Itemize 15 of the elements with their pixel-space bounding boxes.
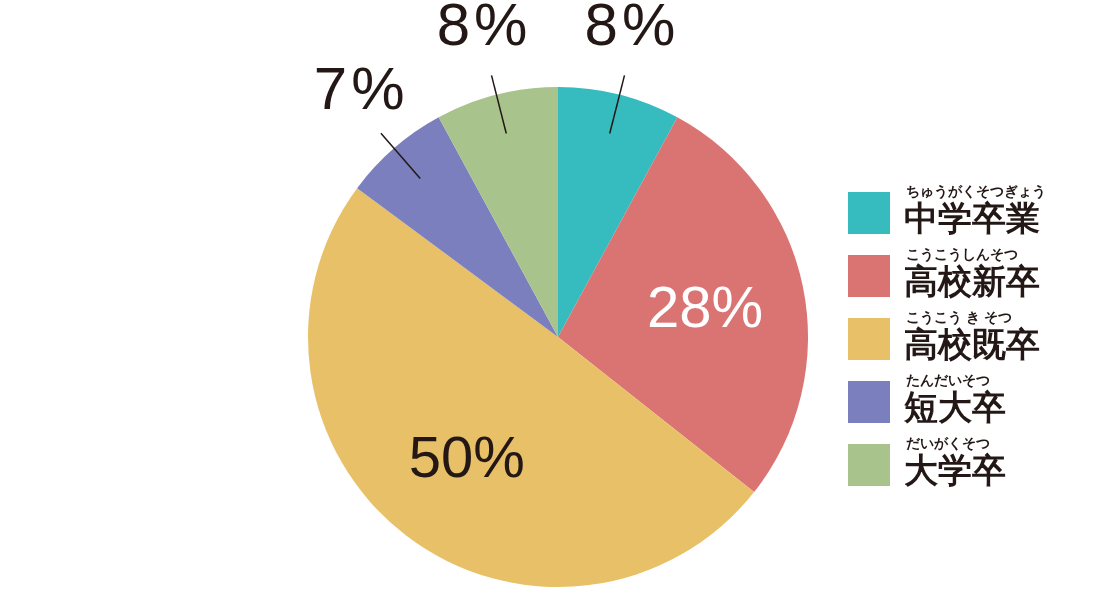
- legend-label: 大学卒: [904, 451, 1006, 489]
- legend-label: 高校新卒: [904, 262, 1040, 300]
- text: こうこうしんそつ: [906, 246, 1018, 262]
- text: たんだいそつ: [906, 372, 990, 388]
- data-label: 7%: [313, 55, 409, 123]
- legend-label: 高校既卒: [904, 325, 1040, 363]
- text: ちゅうがくそつぎょう: [906, 183, 1046, 199]
- text: こうこう き そつ: [906, 309, 1012, 325]
- legend-label: 短大卒: [903, 388, 1006, 426]
- data-label: 8%: [436, 0, 532, 58]
- data-label: 28%: [646, 274, 763, 340]
- data-label: 8%: [584, 0, 680, 58]
- data-label: 50%: [408, 423, 525, 489]
- legend-label: 中学卒業: [904, 199, 1040, 237]
- text: だいがくそつ: [906, 435, 990, 451]
